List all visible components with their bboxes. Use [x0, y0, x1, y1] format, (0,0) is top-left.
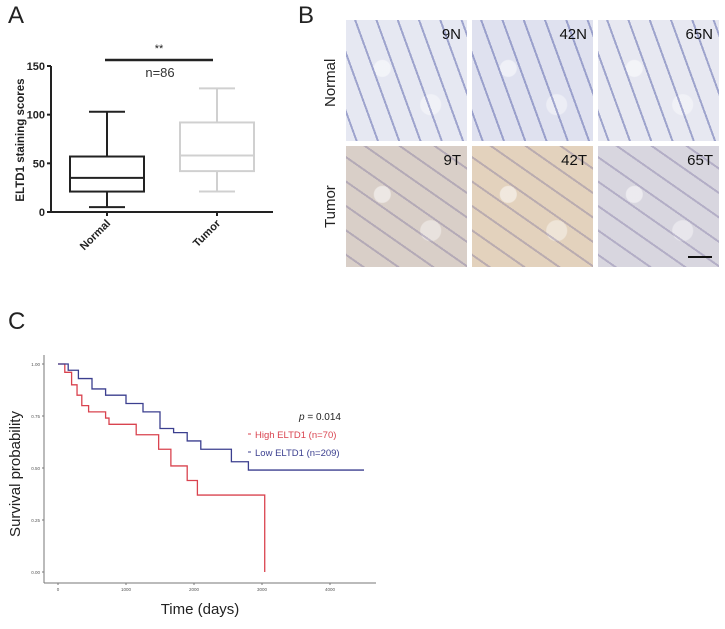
tile-label: 9N: [441, 26, 461, 43]
panel-b-letter: B: [298, 2, 315, 29]
y-tick-label: 150: [27, 61, 45, 73]
tile-label: 9T: [443, 152, 461, 169]
x-tick-label: Tumor: [191, 217, 224, 250]
box-plot-chart: 0 50 100 150 Normal Tumor ELTD1 staining scor…: [15, 43, 273, 253]
box-tumor: [179, 87, 255, 193]
significance-stars: **: [155, 43, 164, 55]
y-tick-label: 0.25: [31, 518, 40, 523]
survival-curve-high: [58, 363, 266, 572]
x-tick-label: 1000: [121, 587, 132, 592]
panel-c-letter: C: [8, 308, 26, 335]
ihc-image-9t: 9T: [346, 146, 467, 267]
y-tick-label: 0.75: [31, 414, 40, 419]
n-label: n=86: [145, 65, 174, 80]
ihc-image-9n: 9N: [346, 20, 467, 141]
x-tick-label: 2000: [189, 587, 200, 592]
x-tick-label: 4000: [325, 587, 336, 592]
tile-label: 42N: [559, 26, 587, 43]
survival-curve-low: [58, 363, 364, 471]
ihc-image-65n: 65N: [598, 20, 719, 141]
y-tick-label: 50: [33, 158, 45, 170]
legend-low: Low ELTD1 (n=209): [255, 448, 340, 459]
x-tick-label: 0: [57, 587, 60, 592]
tile-label: 42T: [561, 152, 587, 169]
y-tick-label: 0: [39, 207, 45, 219]
y-axis-label: Survival probability: [7, 411, 24, 537]
p-value-annotation: p = 0.014: [298, 412, 341, 423]
y-axis-label: ELTD1 staining scores: [15, 78, 27, 201]
ihc-image-42t: 42T: [472, 146, 593, 267]
row-label-normal: Normal: [322, 58, 339, 107]
x-tick-label: 3000: [257, 587, 268, 592]
legend-high: High ELTD1 (n=70): [255, 430, 336, 441]
tile-label: 65N: [685, 26, 713, 43]
tile-label: 65T: [687, 152, 713, 169]
panel-a-letter: A: [8, 2, 25, 29]
x-axis-label: Time (days): [161, 601, 240, 618]
row-label-tumor: Tumor: [322, 185, 339, 228]
ihc-image-65t: 65T: [598, 146, 719, 267]
ihc-image-42n: 42N: [472, 20, 593, 141]
scale-bar: [688, 256, 712, 258]
x-tick-label: Normal: [78, 218, 113, 253]
box-normal: [69, 110, 145, 209]
y-tick-label: 0.50: [31, 466, 40, 471]
y-tick-label: 100: [27, 110, 45, 122]
y-tick-label: 1.00: [31, 362, 40, 367]
y-tick-label: 0.00: [31, 570, 40, 575]
